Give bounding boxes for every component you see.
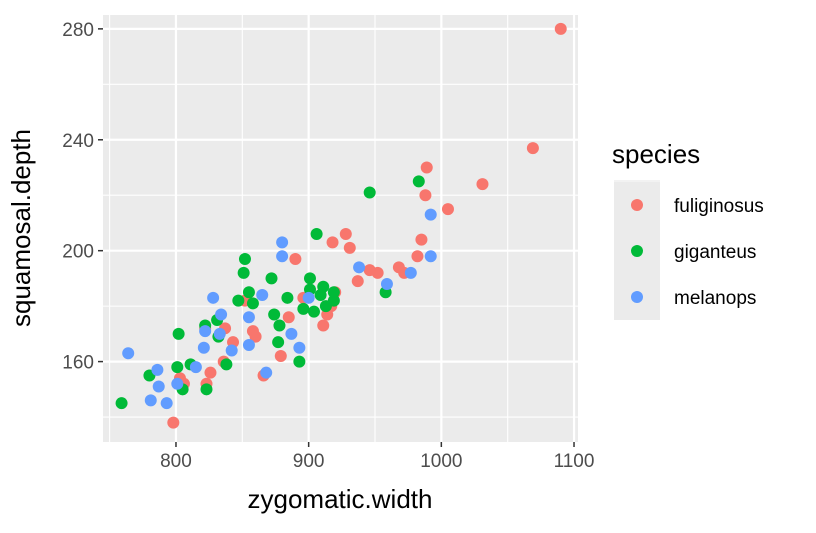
point-melanops	[256, 289, 269, 302]
point-melanops	[225, 344, 238, 357]
point-fuliginosus	[363, 264, 376, 277]
point-giganteus	[246, 297, 259, 310]
point-giganteus	[363, 186, 376, 199]
point-fuliginosus	[554, 22, 567, 35]
point-fuliginosus	[351, 275, 364, 288]
point-giganteus	[303, 272, 316, 285]
point-melanops	[293, 341, 306, 354]
point-giganteus	[412, 175, 425, 188]
x-tick-label: 800	[160, 451, 192, 472]
point-melanops	[242, 311, 255, 324]
point-fuliginosus	[317, 319, 330, 332]
point-fuliginosus	[289, 253, 302, 265]
x-tick-label: 1000	[420, 451, 462, 472]
point-fuliginosus	[274, 350, 287, 363]
x-tick-label: 1100	[554, 451, 595, 472]
point-melanops	[424, 250, 437, 263]
point-melanops	[285, 327, 298, 340]
point-giganteus	[268, 308, 281, 321]
legend-key-melanops-point	[631, 291, 643, 303]
x-axis-label: zygomatic.width	[248, 484, 433, 514]
point-giganteus	[314, 289, 327, 302]
point-giganteus	[242, 286, 255, 299]
point-fuliginosus	[441, 203, 454, 216]
point-giganteus	[172, 327, 185, 340]
point-fuliginosus	[339, 228, 352, 241]
y-axis: 160 200 240 280	[62, 20, 103, 374]
point-melanops	[151, 363, 164, 376]
point-giganteus	[171, 361, 184, 374]
minor-grid	[103, 15, 578, 442]
point-fuliginosus	[343, 241, 356, 254]
legend-label-fuliginosus: fuliginosus	[674, 196, 764, 217]
point-fuliginosus	[476, 178, 489, 191]
point-fuliginosus	[526, 142, 539, 155]
point-melanops	[404, 266, 417, 279]
panel-background	[103, 15, 578, 442]
points-layer	[115, 22, 567, 429]
point-melanops	[197, 341, 210, 354]
y-tick-label: 160	[62, 353, 94, 374]
point-fuliginosus	[249, 330, 262, 343]
point-melanops	[424, 208, 437, 221]
point-melanops	[260, 366, 273, 379]
point-fuliginosus	[326, 236, 339, 249]
point-melanops	[242, 338, 255, 351]
point-giganteus	[297, 302, 310, 315]
point-giganteus	[307, 305, 320, 318]
point-giganteus	[281, 291, 294, 304]
point-giganteus	[115, 397, 128, 410]
point-melanops	[276, 236, 289, 249]
point-fuliginosus	[411, 250, 424, 263]
legend-key-fuliginosus-point	[631, 199, 643, 211]
point-giganteus	[232, 294, 245, 307]
point-fuliginosus	[282, 311, 295, 324]
point-melanops	[171, 377, 184, 390]
point-giganteus	[273, 319, 286, 332]
point-giganteus	[327, 294, 340, 307]
point-melanops	[199, 325, 212, 338]
point-melanops	[207, 291, 220, 304]
legend: species fuliginosus giganteus melanops	[612, 139, 764, 320]
point-fuliginosus	[204, 366, 217, 379]
point-melanops	[122, 347, 135, 360]
point-giganteus	[220, 358, 233, 371]
point-melanops	[380, 277, 393, 290]
point-melanops	[189, 361, 202, 374]
point-giganteus	[327, 286, 340, 299]
major-grid	[103, 15, 578, 442]
y-tick-label: 280	[62, 20, 94, 41]
point-fuliginosus	[420, 161, 433, 174]
legend-key-giganteus-point	[631, 245, 643, 257]
point-fuliginosus	[419, 189, 432, 202]
legend-label-giganteus: giganteus	[674, 242, 756, 263]
point-giganteus	[265, 272, 278, 285]
point-fuliginosus	[415, 233, 428, 246]
point-melanops	[215, 308, 228, 321]
y-tick-label: 240	[62, 131, 94, 152]
point-melanops	[213, 327, 226, 340]
point-melanops	[152, 380, 165, 393]
y-axis-label: squamosal.depth	[6, 129, 36, 327]
point-melanops	[302, 291, 315, 304]
point-melanops	[276, 250, 289, 263]
point-melanops	[160, 397, 173, 410]
y-tick-label: 200	[62, 242, 94, 263]
point-giganteus	[293, 355, 306, 368]
point-giganteus	[200, 383, 213, 396]
point-melanops	[144, 394, 157, 407]
point-giganteus	[238, 253, 251, 265]
x-axis: 800 900 1000 1100	[160, 442, 594, 472]
point-fuliginosus	[392, 261, 405, 274]
point-giganteus	[237, 266, 250, 279]
point-giganteus	[310, 228, 323, 241]
point-giganteus	[272, 336, 285, 349]
x-tick-label: 900	[293, 451, 325, 472]
legend-title: species	[612, 139, 700, 169]
point-fuliginosus	[167, 416, 180, 429]
point-melanops	[353, 261, 366, 274]
legend-label-melanops: melanops	[674, 288, 756, 309]
